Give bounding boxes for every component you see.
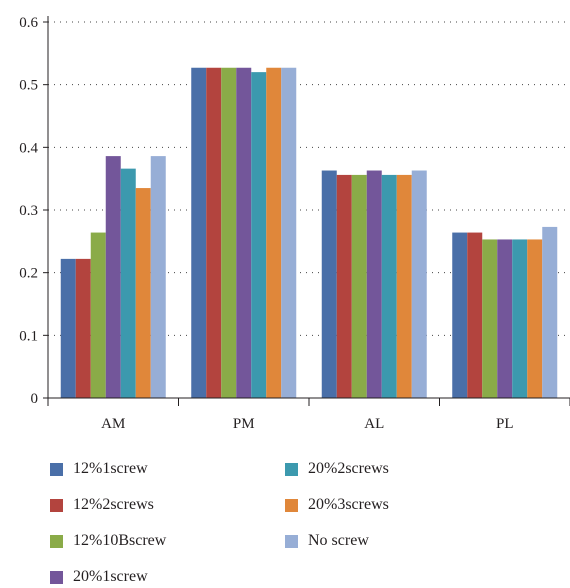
bar bbox=[527, 239, 543, 398]
legend-swatch bbox=[50, 534, 63, 548]
bar bbox=[266, 67, 282, 398]
axes: 0 0.1 0.2 0.3 0.4 0.5 0.6 AM PM AL PL bbox=[19, 15, 570, 432]
x-tick-label: AL bbox=[364, 416, 384, 432]
legend-label: 12%1screw bbox=[73, 460, 148, 477]
y-tick-label: 0.3 bbox=[19, 203, 38, 219]
x-tick-label: AM bbox=[101, 416, 125, 432]
legend-item: 12%10Bscrew bbox=[50, 530, 166, 552]
bar-chart: 0 0.1 0.2 0.3 0.4 0.5 0.6 AM PM AL PL bbox=[19, 15, 570, 432]
bar bbox=[497, 239, 513, 398]
bar bbox=[411, 170, 427, 398]
y-tick-label: 0 bbox=[31, 391, 39, 407]
bar bbox=[221, 67, 237, 398]
y-tick-label: 0.2 bbox=[19, 266, 38, 282]
legend-swatch bbox=[285, 534, 298, 548]
bar bbox=[150, 156, 166, 398]
legend-label: 20%3screws bbox=[308, 496, 389, 513]
legend-item: 12%2screws bbox=[50, 494, 154, 516]
x-tick-label: PM bbox=[233, 416, 255, 432]
bar bbox=[191, 67, 207, 398]
bar bbox=[351, 174, 367, 398]
bars bbox=[60, 67, 558, 398]
bar bbox=[336, 174, 352, 398]
legend-item: 20%3screws bbox=[285, 494, 389, 516]
y-tick-label: 0.4 bbox=[19, 140, 38, 156]
bar bbox=[135, 188, 151, 398]
bar bbox=[236, 67, 252, 398]
bar bbox=[512, 239, 528, 398]
y-tick-label: 0.6 bbox=[19, 15, 38, 31]
y-tick-label: 0.5 bbox=[19, 78, 38, 94]
bar bbox=[251, 72, 267, 398]
legend-item: 12%1screw bbox=[50, 458, 148, 480]
legend-swatch bbox=[285, 462, 298, 476]
bar bbox=[467, 232, 483, 398]
bar bbox=[542, 226, 558, 398]
legend-label: 12%10Bscrew bbox=[73, 532, 167, 549]
bar bbox=[75, 258, 91, 398]
bar bbox=[381, 174, 397, 398]
y-tick-label: 0.1 bbox=[19, 328, 38, 344]
bar bbox=[366, 170, 382, 398]
bar bbox=[90, 232, 106, 398]
legend-label: 20%2screws bbox=[308, 460, 389, 477]
legend-item: No screw bbox=[285, 530, 369, 552]
bar bbox=[105, 156, 121, 398]
legend-label: 20%1screw bbox=[73, 568, 148, 585]
legend-label: No screw bbox=[308, 532, 369, 549]
legend-swatch bbox=[285, 498, 298, 512]
legend-item: 20%2screws bbox=[285, 458, 389, 480]
bar bbox=[120, 168, 136, 398]
legend-item: 20%1screw bbox=[50, 566, 148, 588]
legend-swatch bbox=[50, 462, 63, 476]
legend-swatch bbox=[50, 570, 63, 584]
legend-label: 12%2screws bbox=[73, 496, 154, 513]
bar bbox=[60, 258, 76, 398]
legend: 12%1screw 12%2screws 12%10Bscrew 20%1screw 2… bbox=[50, 458, 520, 586]
bar bbox=[321, 170, 337, 398]
bar bbox=[452, 232, 468, 398]
bar bbox=[281, 67, 297, 398]
bar bbox=[396, 174, 412, 398]
bar bbox=[206, 67, 222, 398]
bar bbox=[482, 239, 498, 398]
x-tick-label: PL bbox=[496, 416, 514, 432]
legend-swatch bbox=[50, 498, 63, 512]
